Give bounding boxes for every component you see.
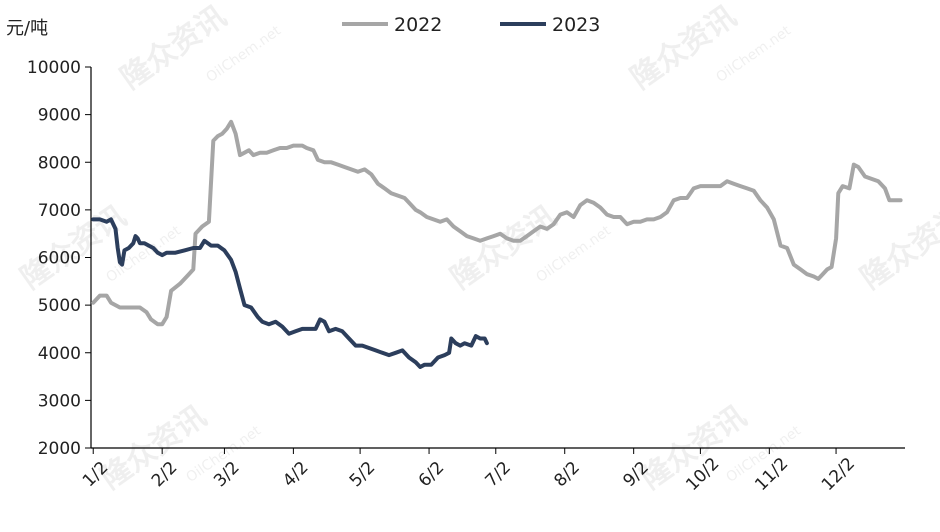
y-axis-unit-label: 元/吨 xyxy=(6,18,48,39)
x-tick-label: 4/2 xyxy=(279,458,312,491)
legend-label-2023: 2023 xyxy=(552,14,600,36)
watermark-brand: 隆众资讯 xyxy=(855,199,940,296)
x-tick-label: 7/2 xyxy=(481,458,514,491)
x-tick-label: 8/2 xyxy=(550,458,583,491)
y-tick-label: 4000 xyxy=(38,344,81,364)
series-line-2023 xyxy=(91,217,489,369)
y-tick-label: 3000 xyxy=(38,391,81,411)
y-tick-label: 10000 xyxy=(27,58,81,78)
x-tick-label: 12/2 xyxy=(818,454,859,495)
y-tick-label: 7000 xyxy=(38,201,81,221)
legend: 2022 2023 xyxy=(342,14,600,36)
legend-label-2022: 2022 xyxy=(394,14,442,36)
y-tick-label: 2000 xyxy=(38,439,81,459)
series-line-2022 xyxy=(91,119,903,327)
y-tick-label: 5000 xyxy=(38,296,81,316)
y-tick-label: 9000 xyxy=(38,106,81,126)
x-tick-label: 6/2 xyxy=(415,458,448,491)
series-layer xyxy=(91,119,903,369)
y-tick-label: 8000 xyxy=(38,153,81,173)
y-tick-label: 6000 xyxy=(38,249,81,269)
x-tick-label: 5/2 xyxy=(346,458,379,491)
